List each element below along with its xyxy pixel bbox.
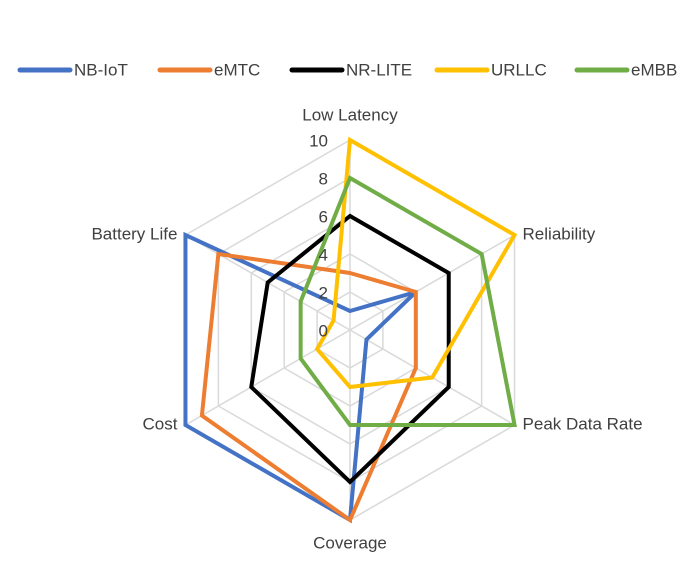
r-tick-label: 6 — [319, 207, 328, 226]
category-label: Cost — [142, 414, 177, 433]
spoke — [349, 234, 515, 331]
series-line — [298, 175, 517, 427]
category-label: Peak Data Rate — [523, 414, 643, 433]
series-line — [199, 251, 418, 524]
legend-label: eMTC — [214, 60, 260, 79]
legend-label: NR-LITE — [346, 60, 412, 79]
category-label: Battery Life — [91, 224, 177, 243]
r-tick-label: 4 — [319, 245, 328, 264]
spoke — [185, 329, 351, 426]
legend-label: eMBB — [631, 60, 677, 79]
r-tick-label: 8 — [319, 169, 328, 188]
r-tick-label: 2 — [319, 283, 328, 302]
series-line — [314, 136, 518, 390]
r-tick-label: 10 — [309, 131, 328, 150]
category-label: Low Latency — [302, 105, 398, 124]
category-label: Coverage — [313, 533, 387, 552]
legend-label: URLLC — [491, 60, 547, 79]
r-tick-label: 0 — [319, 321, 328, 340]
legend-label: NB-IoT — [74, 60, 128, 79]
series-line — [249, 213, 451, 485]
category-label: Reliability — [523, 224, 596, 243]
